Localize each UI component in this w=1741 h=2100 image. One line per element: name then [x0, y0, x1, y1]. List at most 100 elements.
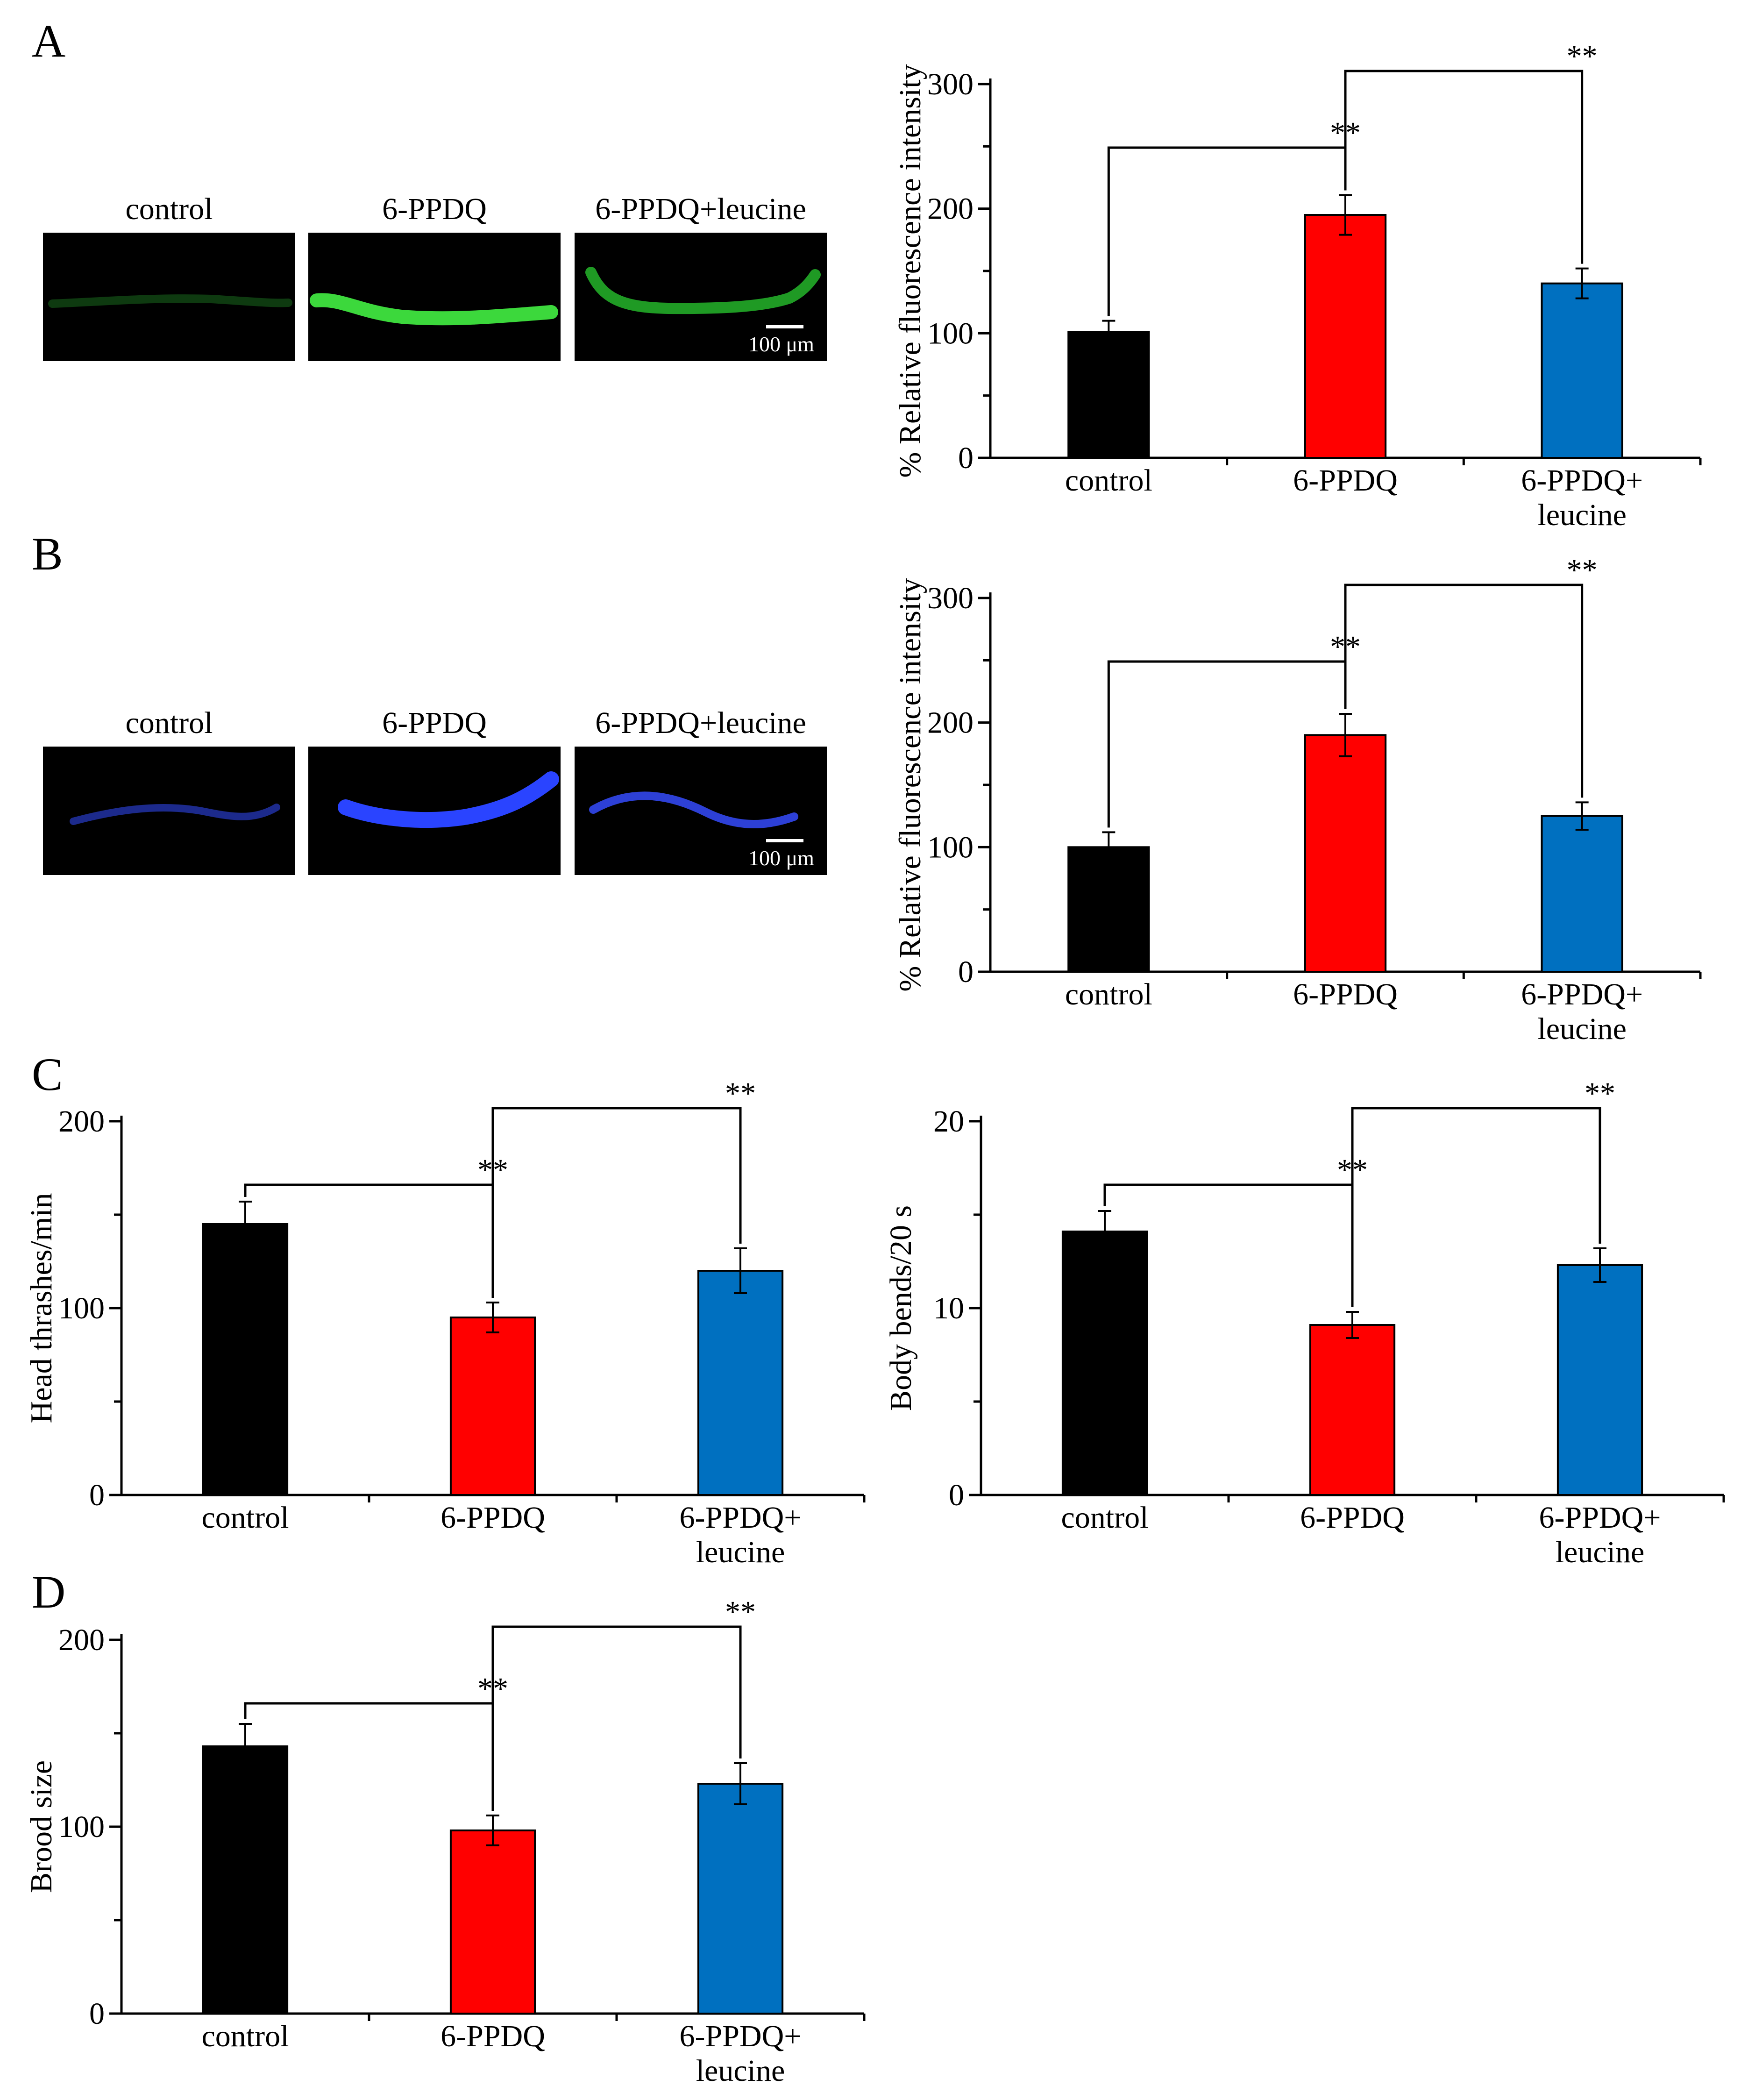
worm-image-ppdq-a — [310, 293, 558, 326]
chart-b: 0 100 200 300% Relative fluorescence intens… — [893, 553, 1702, 1046]
micrograph-control-a — [43, 233, 295, 361]
panel-letter-b: B — [32, 528, 63, 580]
x-tick-label-a-1: 6-PPDQ — [1293, 463, 1398, 498]
y-axis-label-c2: Body bends/20 s — [884, 1205, 918, 1411]
panel-letter-c: C — [32, 1048, 63, 1100]
significance-label-c2: ** — [1585, 1076, 1615, 1111]
worm-control-b — [70, 804, 280, 825]
y-tick-label-a: 0 — [958, 441, 974, 475]
micrograph-leucine-b: 100 μm — [575, 747, 827, 875]
bar-a-1 — [1304, 214, 1387, 459]
y-tick-label-c2: 20 — [933, 1104, 964, 1139]
y-tick-label-a: 100 — [927, 316, 974, 350]
worm-image-control-a — [48, 294, 292, 308]
significance-label-b: ** — [1567, 553, 1598, 587]
worm-control-a — [48, 294, 292, 308]
y-axis-label-d: Brood size — [24, 1760, 58, 1893]
y-tick-label-d: 200 — [58, 1623, 105, 1657]
bar-a-2 — [1541, 282, 1623, 459]
significance-label-d: ** — [725, 1595, 756, 1629]
scale-bar-text-b: 100 μm — [748, 846, 814, 870]
micrograph-leucine-a: 100 μm — [575, 233, 827, 361]
x-tick-label-d-2: 6-PPDQ+ leucine — [680, 2019, 802, 2088]
bar-c1-2 — [697, 1270, 784, 1496]
micrograph-ppdq-b — [308, 747, 561, 875]
micrograph-label-leucine-b: 6-PPDQ+leucine — [595, 706, 806, 740]
panel-letter-d: D — [32, 1566, 66, 1618]
worm-image-ppdq-b — [338, 771, 559, 828]
significance-bracket-b — [1344, 584, 1584, 798]
x-tick-label-d-0: control — [202, 2019, 289, 2053]
x-tick-label-b-2: 6-PPDQ+ leucine — [1521, 977, 1643, 1046]
worm-ppdq-b — [338, 771, 559, 828]
worm-leucine-b — [589, 791, 798, 828]
bar-d-2 — [697, 1783, 784, 2015]
x-tick-label-c2-2: 6-PPDQ+ leucine — [1539, 1501, 1661, 1569]
bar-c2-2 — [1556, 1264, 1643, 1496]
y-tick-label-c1: 200 — [58, 1104, 105, 1139]
y-tick-label-d: 0 — [89, 1997, 105, 2031]
y-tick-label-c1: 0 — [89, 1478, 105, 1512]
micrograph-label-control-a: control — [125, 192, 213, 226]
panel-letter-a: A — [32, 15, 66, 67]
bar-c2-1 — [1309, 1324, 1396, 1496]
micrograph-label-leucine-a: 6-PPDQ+leucine — [595, 192, 806, 226]
micrograph-label-ppdq-b: 6-PPDQ — [382, 706, 487, 740]
y-tick-label-b: 200 — [927, 706, 974, 740]
worm-leucine-a — [585, 267, 821, 314]
significance-bracket-c1 — [491, 1107, 742, 1298]
x-tick-label-d-1: 6-PPDQ — [441, 2019, 545, 2053]
bar-b-2 — [1541, 815, 1623, 973]
y-tick-label-b: 0 — [958, 955, 974, 989]
scale-bar-text-a: 100 μm — [748, 332, 814, 356]
x-tick-label-b-0: control — [1065, 977, 1152, 1011]
y-axis-label-a: % Relative fluorescence intensity — [893, 64, 927, 477]
y-axis-label-c1: Head thrashes/min — [24, 1193, 58, 1423]
micrograph-control-b — [43, 747, 295, 875]
bar-c1-1 — [449, 1317, 536, 1496]
x-tick-label-a-2: 6-PPDQ+ leucine — [1521, 463, 1643, 532]
x-tick-label-c1-2: 6-PPDQ+ leucine — [680, 1501, 802, 1569]
y-tick-label-b: 300 — [927, 581, 974, 615]
x-tick-label-b-1: 6-PPDQ — [1293, 977, 1398, 1011]
bar-d-0 — [202, 1745, 289, 2015]
x-tick-label-c2-1: 6-PPDQ — [1300, 1501, 1405, 1535]
micrograph-ppdq-a — [308, 233, 561, 361]
scale-bar-a — [766, 325, 803, 328]
bar-b-1 — [1304, 734, 1387, 973]
x-tick-label-c1-0: control — [202, 1501, 289, 1535]
chart-c-head-thrashes: 0 100 200 Head thrashes/min control 6-PPDQ 6-P… — [24, 1076, 866, 1569]
y-tick-label-a: 300 — [927, 67, 974, 101]
chart-a: 0 100 200 300% Relative fluorescence intens… — [893, 39, 1702, 532]
x-tick-label-c2-0: control — [1061, 1501, 1149, 1535]
scale-bar-b — [766, 839, 803, 842]
y-tick-label-a: 200 — [927, 192, 974, 226]
significance-bracket-d — [491, 1625, 742, 1811]
significance-bracket-a — [1344, 70, 1584, 264]
worm-image-leucine-a — [585, 267, 821, 314]
y-tick-label-c2: 10 — [933, 1291, 964, 1325]
micrograph-label-control-b: control — [125, 706, 213, 740]
y-tick-label-c1: 100 — [58, 1291, 105, 1325]
worm-image-leucine-b — [589, 791, 798, 828]
y-axis-label-b: % Relative fluorescence intensity — [893, 578, 927, 991]
x-tick-label-c1-1: 6-PPDQ — [441, 1501, 545, 1535]
bar-a-0 — [1067, 331, 1150, 459]
bar-d-1 — [449, 1829, 536, 2015]
y-tick-label-d: 100 — [58, 1810, 105, 1844]
significance-label-a: ** — [1567, 39, 1598, 73]
significance-label-c1: ** — [725, 1076, 756, 1111]
bar-b-0 — [1067, 846, 1150, 973]
x-tick-label-a-0: control — [1065, 463, 1152, 498]
bar-c2-0 — [1061, 1231, 1148, 1496]
chart-c-body-bends: 0 10 20 Body bends/20 s control 6-PPDQ 6-PPDQ+… — [884, 1076, 1725, 1569]
chart-d-brood-size: 0 100 200 Brood size control 6-PPDQ 6-PPDQ+ leu… — [24, 1595, 866, 2088]
worm-image-control-b — [70, 804, 280, 825]
micrograph-label-ppdq-a: 6-PPDQ — [382, 192, 487, 226]
worm-ppdq-a — [310, 293, 558, 326]
y-tick-label-b: 100 — [927, 830, 974, 864]
significance-bracket-c2 — [1351, 1107, 1601, 1307]
bar-c1-0 — [202, 1223, 289, 1496]
y-tick-label-c2: 0 — [949, 1478, 964, 1512]
